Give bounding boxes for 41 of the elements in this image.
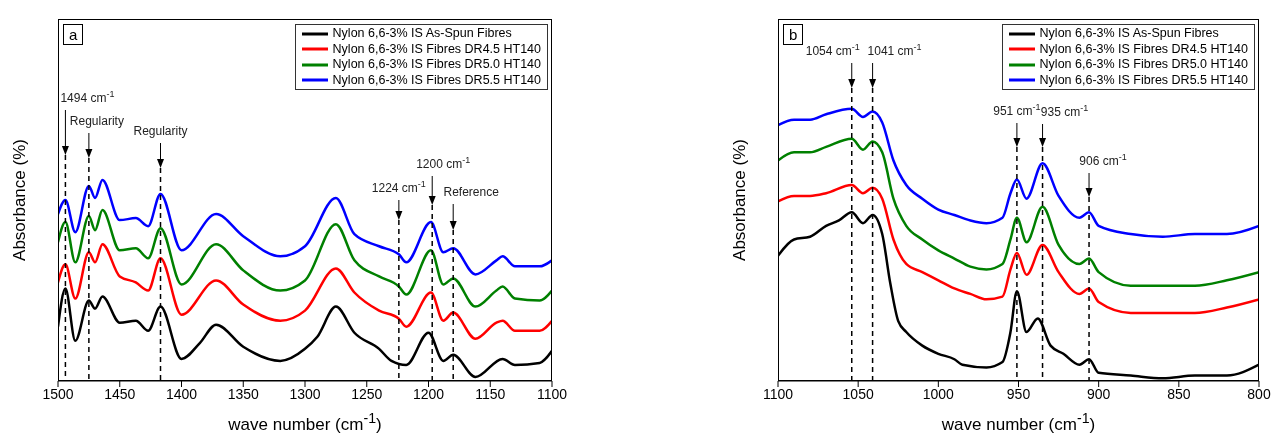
x-tick-label: 800 [1247, 385, 1271, 402]
ref-line-label: Reference [443, 185, 500, 199]
x-tick-label: 1250 [351, 385, 383, 402]
legend-label: Nylon 6,6-3% IS Fibres DR4.5 HT140 [1039, 41, 1248, 57]
legend-label: Nylon 6,6-3% IS Fibres DR5.5 HT140 [1039, 72, 1248, 88]
x-tick-label: 1000 [922, 385, 955, 402]
x-tick-label: 950 [1006, 385, 1031, 402]
x-tick-label: 900 [1086, 385, 1111, 402]
x-tick-label: 1150 [475, 385, 506, 402]
x-axis-title: wave number (cm$^{-1}$) [227, 410, 383, 435]
x-tick-label: 1100 [536, 385, 568, 402]
x-tick-label: 850 [1167, 385, 1191, 402]
ref-line-label: 935 cm$^{-1}$ [1040, 103, 1089, 119]
ref-line-label: 1054 cm$^{-1}$ [805, 42, 860, 58]
x-axis-title: wave number (cm$^{-1}$) [940, 410, 1097, 435]
legend-label: Nylon 6,6-3% IS Fibres DR5.5 HT140 [332, 72, 541, 88]
ref-line-label: 1494 cm$^{-1}$ [60, 89, 115, 105]
x-tick-label: 1450 [104, 385, 136, 402]
ref-line-label: 906 cm$^{-1}$ [1079, 152, 1127, 168]
ref-line-label: 1041 cm$^{-1}$ [867, 42, 922, 58]
x-tick-label: 1300 [289, 385, 321, 402]
y-axis-title: Absorbance (%) [10, 138, 30, 263]
x-tick-label: 1100 [762, 385, 794, 402]
x-tick-label: 1500 [42, 385, 74, 402]
x-tick-label: 1200 [412, 385, 445, 402]
ref-line-label: 951 cm$^{-1}$ [993, 102, 1041, 118]
chart-title: a [63, 24, 84, 45]
x-tick-label: 1400 [165, 385, 198, 402]
ref-line-label: 1224 cm$^{-1}$ [371, 179, 426, 195]
ref-line-label: Regularity [69, 114, 124, 128]
x-tick-label: 1050 [842, 385, 874, 402]
legend-label: Nylon 6,6-3% IS Fibres DR5.0 HT140 [332, 57, 541, 73]
x-tick-label: 1350 [227, 385, 260, 402]
legend-label: Nylon 6,6-3% IS Fibres DR4.5 HT140 [332, 41, 541, 57]
legend-label: Nylon 6,6-3% IS Fibres DR5.0 HT140 [1039, 57, 1248, 73]
legend-label: Nylon 6,6-3% IS As-Spun Fibres [1039, 26, 1219, 42]
y-axis-title: Absorbance (%) [730, 138, 750, 263]
chart-title: b [783, 24, 804, 45]
legend-label: Nylon 6,6-3% IS As-Spun Fibres [332, 26, 512, 42]
ref-line-label: Regularity [133, 124, 188, 138]
ref-line-label: 1200 cm$^{-1}$ [416, 155, 471, 171]
